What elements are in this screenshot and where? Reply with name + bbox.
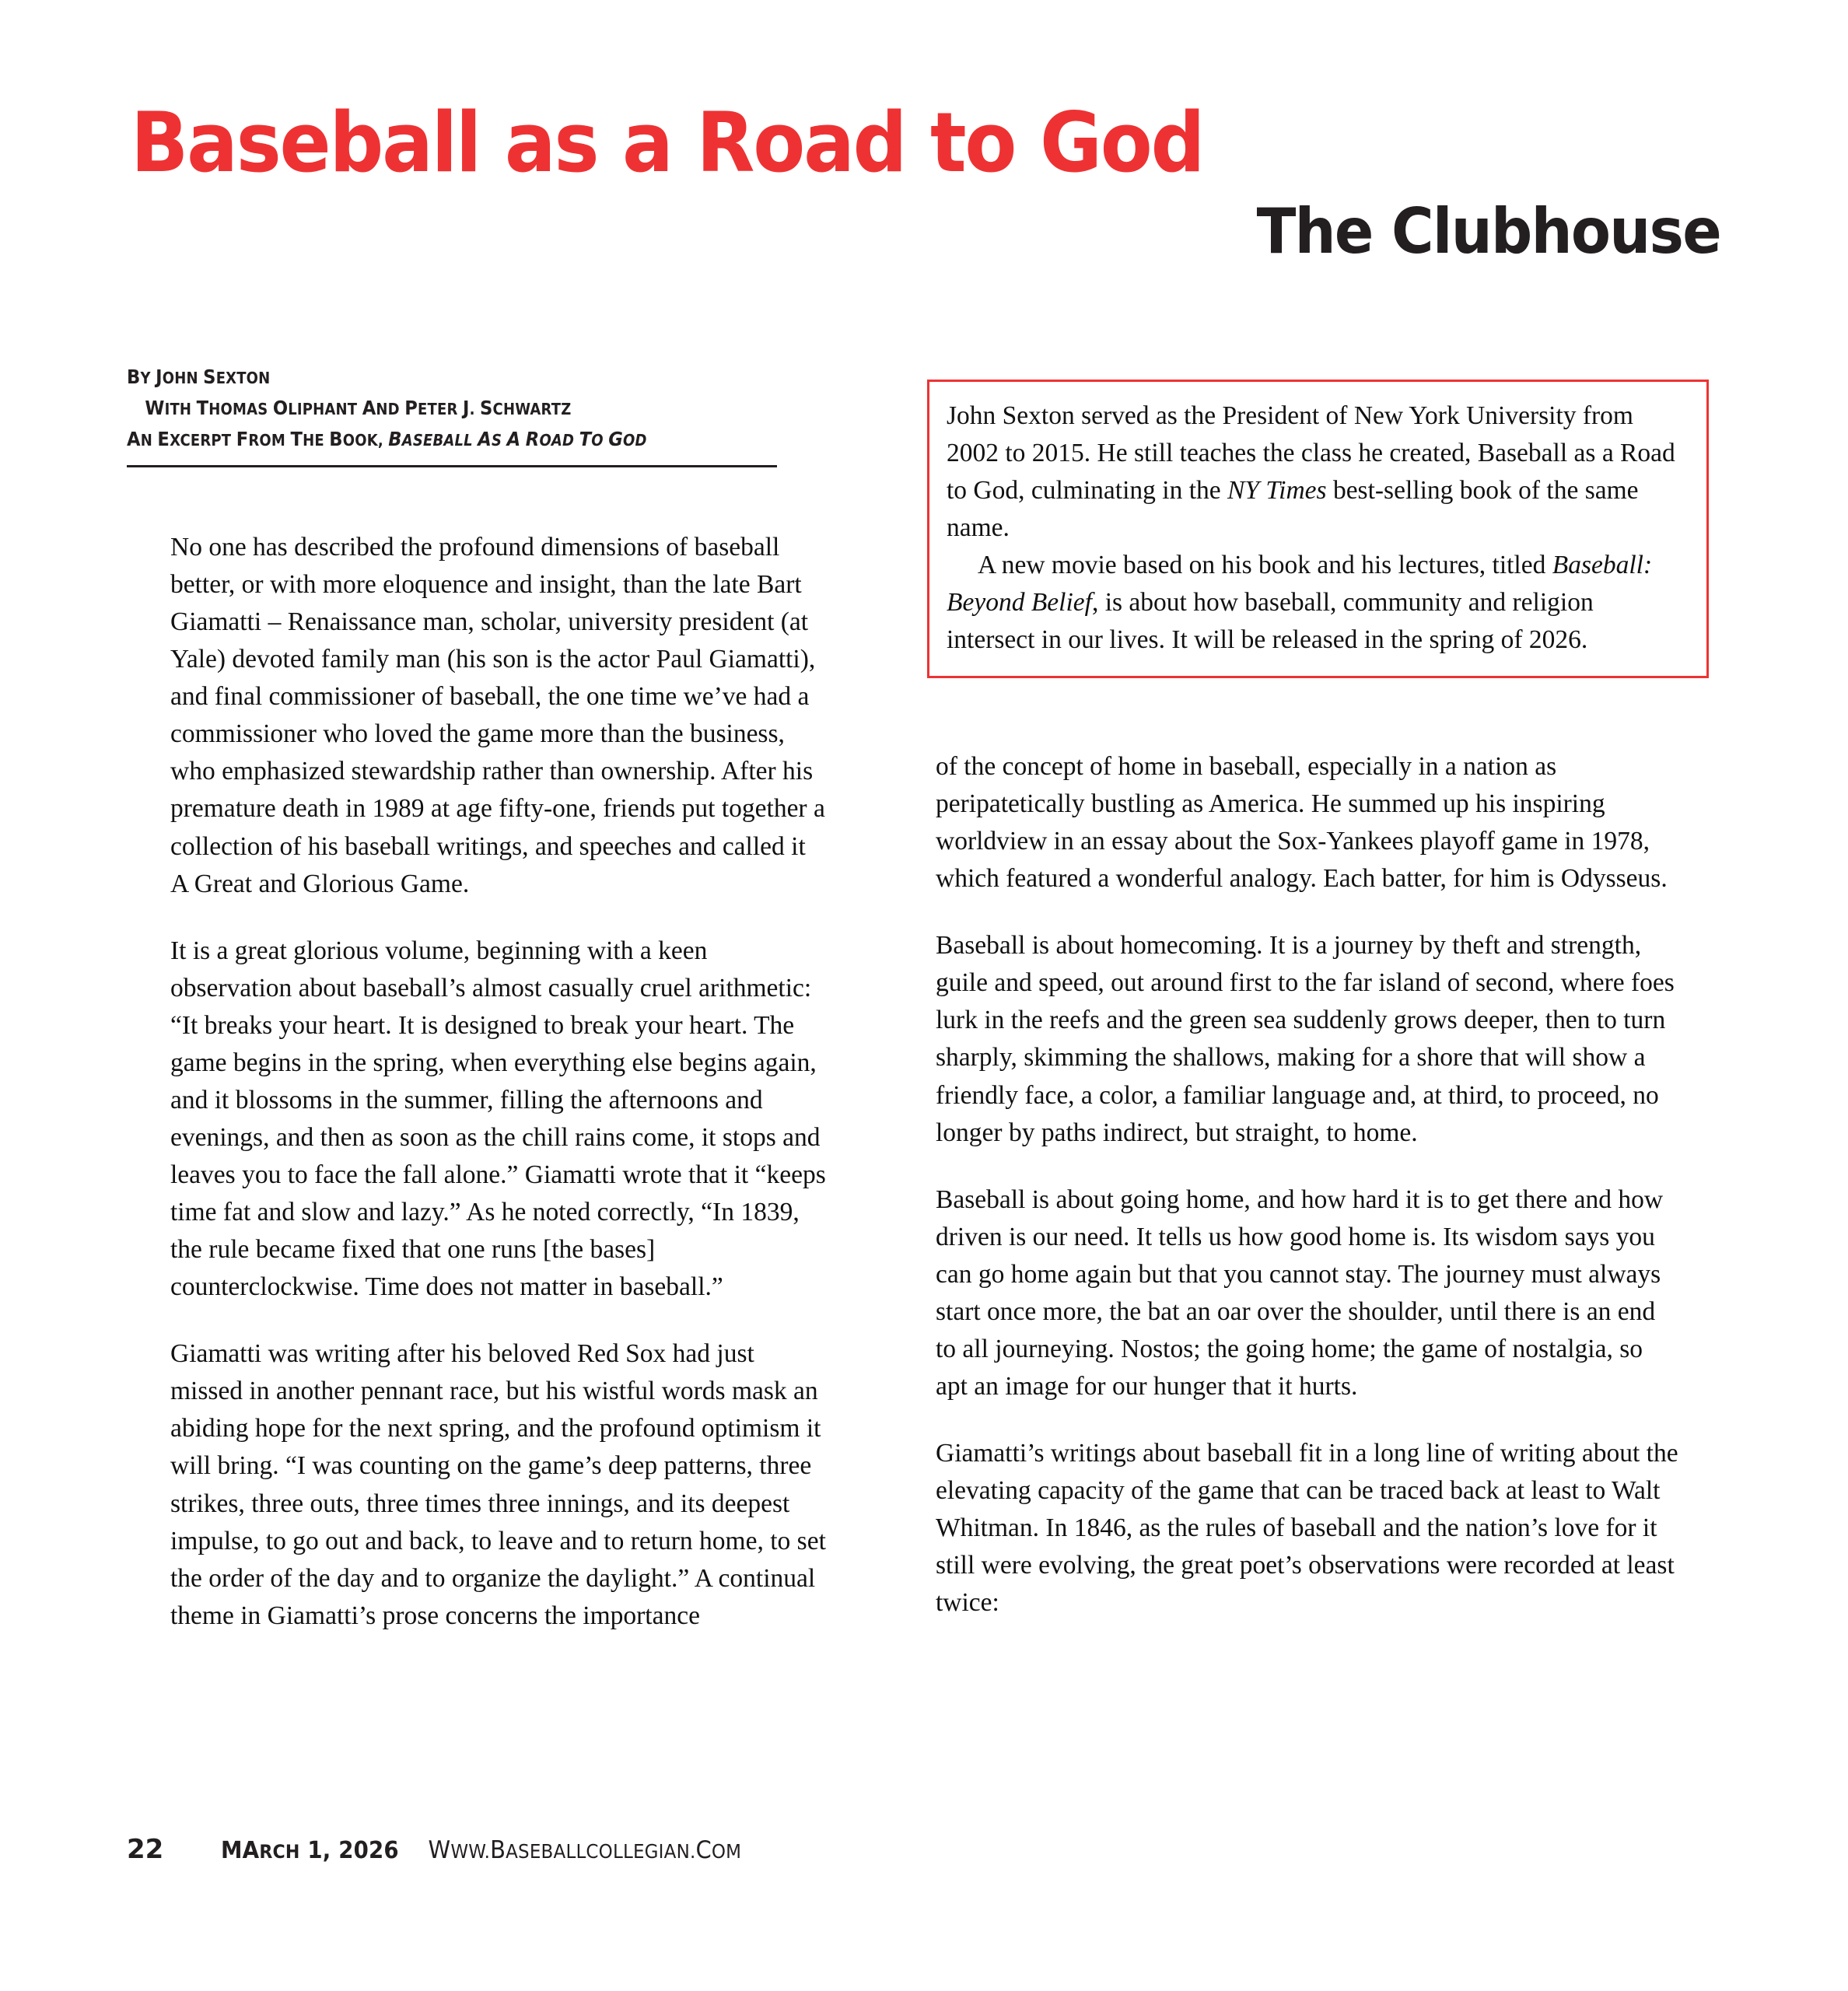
issue-date: MARCH 1, 2026 (221, 1837, 399, 1864)
byline-with-label: WITH (145, 396, 192, 419)
body-paragraph: No one has described the profound dimens… (170, 533, 825, 898)
byline-author-line: BY JOHN SEXTON (127, 362, 715, 393)
bio-p2-italic-title: Baseball: Beyond Belief (947, 551, 1653, 618)
byline-contributor-names: THOMAS OLIPHANT AND PETER J. SCHWARTZ (196, 396, 572, 419)
issue-date-word: ARCH (242, 1837, 300, 1864)
page-footer: 22 MARCH 1, 2026 WWW.BASEBALLCOLLEGIAN.C… (127, 1834, 755, 1865)
byline: BY JOHN SEXTON WITH THOMAS OLIPHANT AND … (127, 362, 780, 468)
bio-paragraph-2: A new movie based on his book and his le… (947, 547, 1686, 659)
section-title: The Clubhouse (1256, 195, 1722, 268)
byline-divider (127, 465, 777, 468)
bio-p1-part-b: best-selling book of the same name. (947, 476, 1639, 543)
issue-date-tail: 1, 2026 (299, 1837, 400, 1864)
issue-date-initial: M (221, 1837, 243, 1864)
body-paragraph: Baseball is about homecoming. It is a jo… (936, 931, 1675, 1147)
page-number: 22 (127, 1834, 164, 1865)
body-paragraph: Giamatti’s writings about baseball fit i… (936, 1439, 1678, 1618)
bio-paragraph-1: John Sexton served as the President of N… (947, 397, 1686, 547)
body-column-right: of the concept of home in baseball, espe… (936, 748, 1678, 1622)
body-paragraph: Baseball is about going home, and how ha… (936, 1184, 1664, 1401)
website-url-text: WWW.BASEBALLCOLLEGIAN.COM (428, 1836, 742, 1864)
body-column-left: No one has described the profound dimens… (170, 529, 828, 1635)
byline-excerpt-line: AN EXCERPT FROM THE BOOK, BASEBALL AS A … (127, 424, 715, 455)
bio-p2-part-a: A new movie based on his book and his le… (978, 551, 1552, 580)
website-url[interactable]: WWW.BASEBALLCOLLEGIAN.COM (429, 1836, 742, 1864)
byline-author-name: JOHN SEXTON (156, 366, 271, 388)
byline-by-label: BY (127, 366, 151, 388)
page-title: Baseball as a Road to God (131, 95, 1205, 191)
byline-excerpt-label: AN EXCERPT FROM THE BOOK, (127, 427, 383, 450)
bio-p2-part-b: , is about how baseball, community and r… (947, 588, 1594, 655)
body-paragraph: of the concept of home in baseball, espe… (936, 752, 1668, 894)
bio-p1-part-a: John Sexton served as the President of N… (947, 401, 1675, 506)
byline-contributors-line: WITH THOMAS OLIPHANT AND PETER J. SCHWAR… (127, 393, 715, 424)
masthead: Baseball as a Road to God The Clubhouse (131, 95, 1722, 268)
body-paragraph: It is a great glorious volume, beginning… (170, 936, 826, 1302)
byline-book-title: BASEBALL AS A ROAD TO GOD (388, 427, 647, 450)
body-paragraph: Giamatti was writing after his beloved R… (170, 1339, 826, 1630)
author-bio-callout: John Sexton served as the President of N… (927, 380, 1709, 679)
bio-p1-italic-title: NY Times (1227, 476, 1327, 506)
